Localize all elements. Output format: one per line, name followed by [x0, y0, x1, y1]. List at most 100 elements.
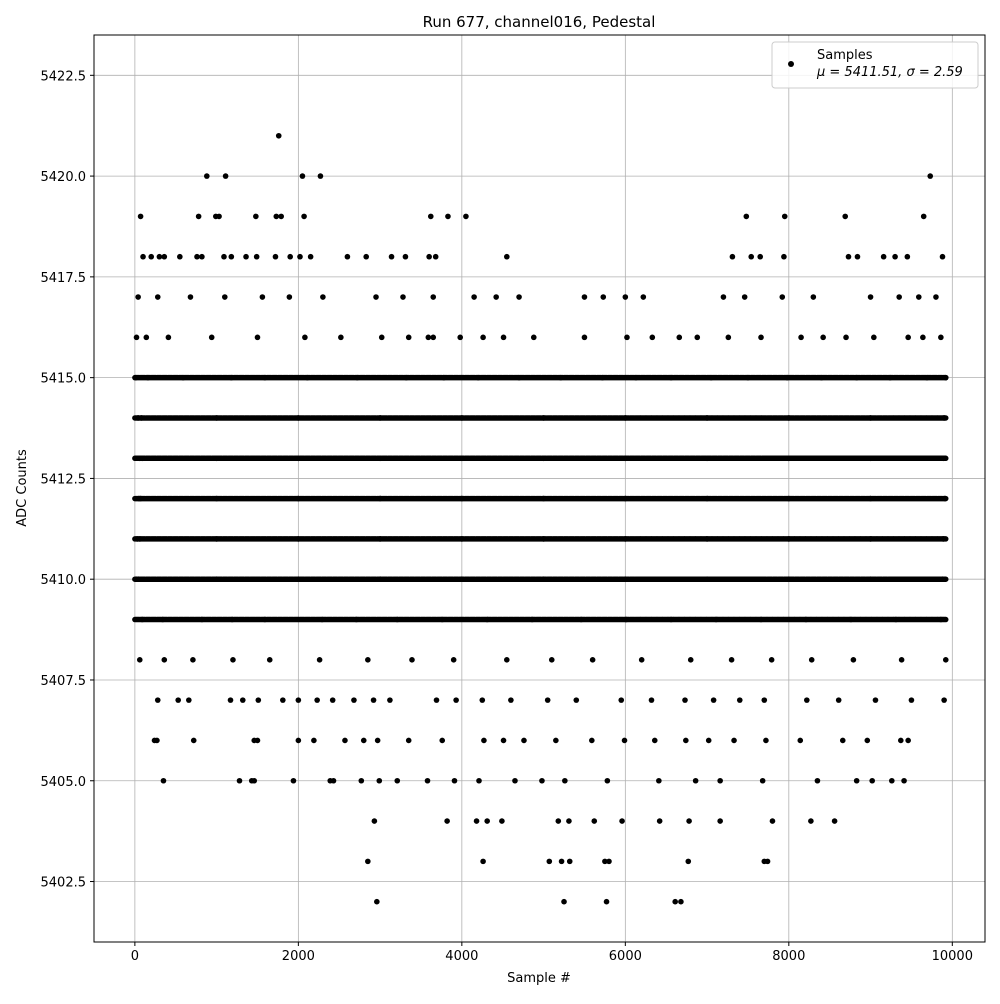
- data-point: [896, 294, 902, 300]
- data-point: [786, 495, 792, 502]
- data-point: [400, 294, 406, 300]
- data-point: [374, 898, 380, 905]
- data-point: [394, 616, 401, 623]
- data-point: [540, 576, 547, 582]
- data-point: [942, 657, 949, 663]
- data-point: [759, 777, 766, 784]
- data-point: [814, 777, 821, 784]
- data-point: [427, 213, 434, 220]
- data-point: [854, 253, 861, 260]
- data-point: [500, 334, 507, 341]
- data-point: [867, 536, 874, 542]
- data-point: [745, 374, 751, 381]
- data-point: [504, 657, 510, 663]
- data-point: [137, 213, 144, 220]
- data-point: [618, 697, 625, 703]
- data-point: [741, 294, 748, 300]
- data-point: [728, 657, 735, 663]
- y-tick-label: 5405.0: [41, 775, 87, 790]
- data-point: [845, 253, 852, 260]
- data-point: [941, 697, 947, 703]
- data-point: [253, 253, 260, 260]
- data-point: [758, 334, 764, 341]
- data-point: [430, 294, 437, 300]
- data-point: [132, 374, 139, 381]
- data-point: [708, 374, 714, 381]
- data-point: [358, 777, 365, 784]
- data-point: [769, 818, 776, 824]
- data-point: [621, 737, 628, 744]
- data-point: [566, 858, 573, 865]
- data-point: [154, 697, 161, 703]
- data-point: [199, 616, 205, 623]
- data-point: [553, 737, 559, 744]
- data-point: [784, 374, 790, 381]
- data-point: [717, 777, 723, 784]
- data-point: [668, 616, 674, 623]
- data-point: [484, 616, 490, 623]
- data-point: [403, 374, 410, 381]
- data-point: [606, 858, 612, 865]
- data-point: [228, 253, 235, 260]
- data-point: [160, 777, 167, 784]
- data-point: [136, 536, 143, 542]
- data-point: [842, 213, 849, 220]
- data-point: [165, 334, 172, 341]
- data-point: [555, 818, 562, 824]
- data-point: [216, 213, 222, 220]
- data-point: [273, 213, 280, 220]
- data-point: [476, 777, 482, 784]
- data-point: [499, 818, 505, 824]
- y-tick-label: 5407.5: [41, 674, 87, 689]
- data-point: [649, 334, 656, 341]
- data-point: [869, 777, 875, 784]
- data-point: [850, 657, 857, 663]
- data-point: [426, 253, 432, 260]
- y-axis-label: ADC Counts: [15, 449, 30, 527]
- data-point: [797, 737, 804, 744]
- data-point: [213, 455, 220, 462]
- data-point: [354, 374, 361, 381]
- data-point: [229, 616, 235, 623]
- data-point: [254, 737, 261, 744]
- data-point: [546, 858, 553, 865]
- data-point: [694, 334, 701, 341]
- data-point: [562, 777, 568, 784]
- data-point: [704, 576, 710, 582]
- data-point: [136, 657, 143, 663]
- data-point: [433, 697, 440, 703]
- data-point: [604, 777, 611, 784]
- data-point: [761, 697, 768, 703]
- data-point: [484, 818, 490, 824]
- data-point: [748, 253, 755, 260]
- data-point: [725, 334, 732, 341]
- data-point: [656, 818, 663, 824]
- data-point: [905, 737, 911, 744]
- data-point: [190, 657, 196, 663]
- data-point: [480, 334, 486, 341]
- data-point: [432, 253, 439, 260]
- data-point: [376, 777, 383, 784]
- data-point: [786, 536, 792, 542]
- data-point: [764, 858, 771, 865]
- data-point: [445, 213, 451, 220]
- data-point: [853, 374, 860, 381]
- data-point: [578, 616, 584, 623]
- data-point: [330, 777, 337, 784]
- y-tick-label: 5415.0: [41, 372, 87, 387]
- data-point: [221, 253, 227, 260]
- data-point: [808, 818, 814, 824]
- y-tick-label: 5417.5: [41, 271, 87, 286]
- data-point: [374, 737, 381, 744]
- x-tick-label: 10000: [932, 949, 973, 964]
- data-point: [402, 253, 409, 260]
- data-point: [872, 697, 879, 703]
- data-point: [939, 576, 946, 582]
- data-point: [589, 657, 596, 663]
- legend-marker: [788, 61, 794, 67]
- y-tick-label: 5422.5: [41, 69, 87, 84]
- data-point: [867, 495, 874, 502]
- data-point: [459, 455, 465, 462]
- data-point: [471, 294, 477, 300]
